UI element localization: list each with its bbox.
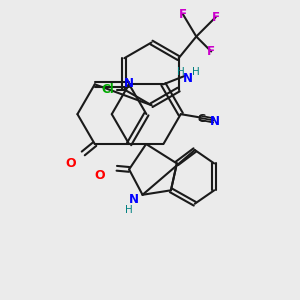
Text: F: F xyxy=(179,8,187,21)
Text: N: N xyxy=(210,115,220,128)
Text: H: H xyxy=(125,205,133,215)
Text: O: O xyxy=(94,169,104,182)
Text: F: F xyxy=(207,45,215,58)
Text: F: F xyxy=(212,11,220,24)
Text: N: N xyxy=(129,193,139,206)
Text: H: H xyxy=(191,67,199,77)
Text: H: H xyxy=(178,67,185,77)
Text: Cl: Cl xyxy=(101,83,114,96)
Text: O: O xyxy=(66,157,76,170)
Text: C: C xyxy=(197,114,206,124)
Text: N: N xyxy=(124,77,134,90)
Text: N: N xyxy=(183,72,193,86)
